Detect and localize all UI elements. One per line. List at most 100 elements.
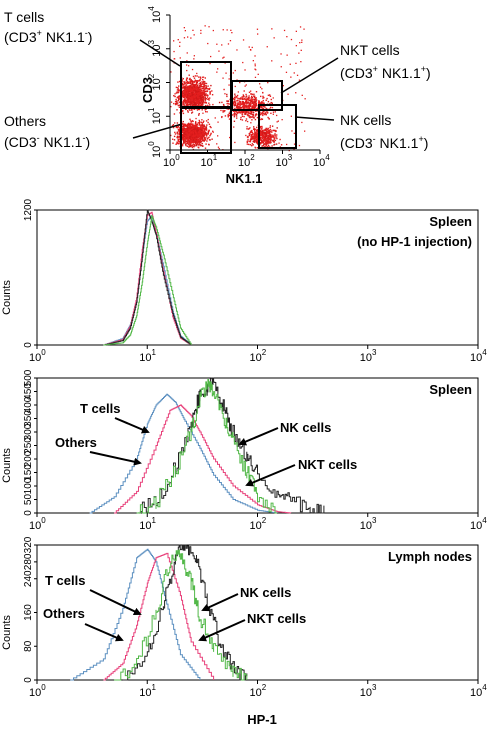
dot-plot-event: [271, 102, 273, 104]
dot-plot-event: [191, 100, 193, 102]
dot-plot-event: [182, 103, 185, 105]
dot-plot-event: [265, 114, 267, 116]
dot-plot-event: [250, 100, 252, 102]
dot-plot-event: [195, 91, 197, 93]
dot-plot-event: [207, 131, 210, 134]
dot-plot-event: [247, 139, 249, 141]
dot-plot-event: [205, 90, 207, 93]
leader-t-cells: [139, 39, 181, 67]
dot-plot-event: [254, 134, 256, 136]
histogram-y-tick-label: 500: [23, 369, 34, 386]
dot-plot-event: [196, 141, 198, 143]
dot-plot-event: [248, 99, 250, 101]
dot-plot-event: [247, 98, 250, 100]
dot-plot-event: [187, 89, 190, 91]
dot-plot-event: [262, 145, 264, 147]
dot-plot-event: [188, 92, 190, 95]
dot-plot-event: [252, 60, 254, 62]
dot-plot-event: [262, 97, 264, 99]
dot-plot-event: [190, 131, 192, 133]
dot-plot-event: [186, 138, 188, 140]
dot-plot-event: [214, 117, 216, 119]
dot-plot-event: [194, 103, 196, 105]
dot-plot-event: [178, 128, 180, 131]
dot-plot-event: [266, 131, 268, 133]
dot-plot-event: [195, 131, 198, 133]
dot-plot-event: [182, 112, 185, 115]
dot-plot-event: [176, 122, 179, 124]
dot-plot-event: [202, 99, 204, 101]
dot-plot-event: [260, 137, 262, 139]
dot-plot-event: [193, 92, 195, 95]
dot-plot-event: [252, 115, 254, 117]
dot-plot-event: [222, 111, 224, 113]
dot-plot-event: [189, 145, 192, 148]
dot-plot-event: [247, 120, 249, 123]
dot-plot-event: [254, 101, 256, 104]
dot-plot-event: [260, 95, 262, 98]
dot-plot-event: [204, 81, 206, 83]
dot-plot-event: [220, 109, 222, 112]
dot-plot-event: [199, 91, 202, 93]
dot-plot-event: [243, 115, 245, 118]
dot-plot-event: [243, 110, 245, 113]
dot-plot-event: [195, 98, 198, 100]
dot-plot-event: [286, 36, 288, 38]
dot-plot-event: [198, 86, 201, 89]
dot-plot-event: [194, 96, 196, 98]
dot-plot-event: [173, 102, 175, 105]
dot-plot-event: [184, 95, 187, 97]
dot-plot-event: [195, 99, 197, 101]
dot-plot-event: [208, 143, 210, 146]
dot-plot-event: [175, 86, 178, 89]
dot-plot-event: [199, 138, 202, 140]
dot-plot-event: [184, 143, 187, 146]
dot-plot-event: [276, 121, 278, 123]
dot-plot-event: [199, 92, 201, 94]
dot-plot-event: [203, 136, 206, 139]
dot-plot-event: [205, 87, 207, 89]
dot-plot-event: [251, 95, 253, 98]
dot-plot-event: [221, 44, 223, 46]
dot-plot-event: [193, 89, 195, 91]
dot-plot-event: [204, 109, 206, 111]
dot-plot-event: [182, 120, 184, 123]
dot-plot-event: [255, 99, 258, 101]
dot-plot-event: [261, 118, 264, 120]
dot-plot-event: [191, 102, 193, 104]
dot-plot-event: [239, 105, 241, 107]
dot-plot-event: [249, 144, 252, 146]
dot-plot-event: [199, 80, 201, 82]
dot-plot-event: [199, 82, 202, 84]
dot-plot-event: [188, 134, 191, 136]
dot-plot-event: [261, 145, 263, 147]
dot-plot-event: [193, 55, 195, 57]
dot-plot-event: [186, 87, 189, 90]
dot-plot-event: [194, 139, 196, 142]
dot-plot-event: [293, 132, 295, 134]
dot-plot-event: [187, 136, 189, 138]
dot-plot-event: [239, 81, 241, 84]
dot-plot-event: [192, 134, 194, 137]
dot-plot-event: [190, 125, 192, 128]
dot-plot-event: [259, 138, 262, 140]
dot-plot-event: [262, 99, 264, 102]
annot-others-spleen: Others: [55, 435, 97, 450]
dot-plot-event: [210, 132, 212, 135]
dot-plot-event: [251, 143, 253, 145]
dot-plot-event: [285, 71, 288, 73]
dot-plot-event: [205, 108, 207, 110]
dot-plot-event: [252, 111, 255, 114]
annotations-spleen: T cells Others NK cells NKT cells: [55, 401, 357, 487]
dot-plot-event: [263, 136, 265, 138]
dot-plot-event: [250, 105, 252, 107]
histogram-series-nk-cells: [103, 209, 192, 346]
dot-plot-event: [196, 99, 198, 102]
dot-plot-event: [238, 103, 240, 105]
dot-plot-event: [206, 134, 208, 136]
dot-plot-event: [198, 124, 200, 126]
dot-plot-event: [189, 102, 191, 104]
dot-plot-event: [179, 138, 181, 140]
dot-plot-event: [246, 143, 248, 145]
dot-plot-event: [191, 146, 193, 149]
